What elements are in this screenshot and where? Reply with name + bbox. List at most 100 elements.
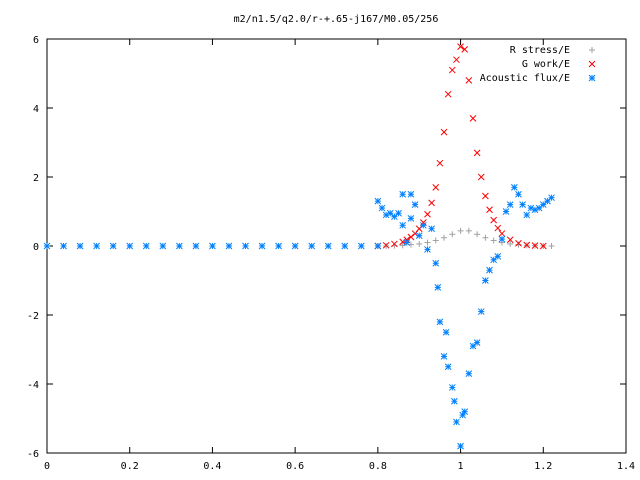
axis-ticks: 0 0.2 0.4 0.6 0.8 1 1.2 1.4 6 4 2 0 -2 -4 -6: [27, 35, 635, 472]
data-point: [449, 231, 456, 238]
data-point: [60, 242, 67, 250]
data-point: [498, 235, 506, 243]
data-point: [175, 242, 183, 250]
data-point: [399, 242, 406, 249]
legend-label: R stress/E: [510, 45, 570, 56]
data-point: [434, 284, 442, 291]
y-tick-label: 0: [33, 242, 39, 253]
x-tick-label: 0.2: [121, 461, 139, 472]
data-point: [126, 242, 134, 250]
data-point: [515, 239, 522, 247]
data-point: [415, 232, 423, 240]
data-point: [469, 114, 477, 122]
data-point: [453, 418, 460, 426]
data-point: [444, 90, 452, 98]
data-point: [490, 237, 497, 244]
x-tick-label: 0.4: [203, 461, 221, 472]
data-point: [424, 239, 431, 246]
data-point: [43, 242, 51, 250]
data-point: [448, 384, 456, 391]
data-point: [465, 77, 473, 84]
x-tick-label: 1.4: [617, 461, 635, 472]
legend-label: G work/E: [522, 59, 570, 70]
data-point: [490, 216, 498, 224]
data-point: [473, 149, 481, 157]
data-point: [440, 128, 448, 136]
data-point: [275, 242, 282, 250]
data-point: [461, 408, 469, 415]
data-point: [436, 159, 444, 167]
data-point: [93, 242, 100, 250]
data-point: [395, 209, 402, 217]
data-point: [507, 240, 514, 247]
data-point: [473, 339, 481, 346]
y-tick-label: 4: [33, 104, 39, 115]
data-point: [442, 328, 450, 336]
legend-label: Acoustic flux/E: [480, 73, 570, 84]
data-point: [436, 318, 444, 326]
legend: R stress/E G work/E Acoustic flux/E: [480, 45, 596, 84]
data-point: [519, 201, 526, 208]
data-point: [407, 190, 415, 198]
data-point: [76, 242, 84, 250]
data-point: [506, 201, 514, 208]
data-point: [539, 242, 547, 250]
data-point: [474, 231, 481, 238]
data-point: [142, 242, 150, 250]
data-point: [486, 266, 493, 274]
y-tick-label: -4: [27, 380, 39, 391]
data-point: [374, 197, 382, 205]
data-point: [515, 190, 522, 198]
data-point: [440, 353, 448, 360]
data-point: [457, 442, 464, 450]
data-point: [258, 242, 266, 250]
data-point: [209, 242, 216, 250]
data-point: [407, 215, 415, 222]
data-point: [506, 236, 514, 244]
data-point: [424, 210, 431, 218]
legend-marker: [588, 74, 596, 82]
data-point: [399, 190, 407, 198]
plot-frame: [46, 38, 627, 454]
data-point: [490, 256, 498, 264]
data-point: [291, 242, 299, 250]
data-point: [444, 363, 452, 371]
data-point: [441, 234, 448, 241]
data-point: [403, 239, 411, 246]
data-point: [498, 230, 506, 237]
x-tick-label: 1: [458, 461, 464, 472]
data-point: [515, 241, 522, 248]
data-point: [448, 66, 456, 74]
data-point: [159, 242, 167, 250]
chart-title: m2/n1.5/q2.0/r-+.65-j167/M0.05/256: [234, 14, 439, 25]
data-point: [411, 201, 419, 208]
data-point: [451, 397, 458, 405]
x-tick-label: 0.6: [286, 461, 304, 472]
data-point: [399, 221, 407, 229]
data-point: [419, 221, 427, 229]
data-point: [461, 45, 469, 53]
y-tick-label: 2: [33, 173, 39, 184]
data-point: [494, 224, 502, 232]
data-point: [428, 225, 435, 233]
data-point: [432, 259, 440, 267]
data-point: [374, 242, 382, 250]
data-point: [494, 252, 502, 260]
data-point: [502, 208, 510, 215]
x-tick-label: 0.8: [369, 461, 387, 472]
data-point: [523, 241, 531, 249]
data-point: [341, 242, 349, 250]
data-point: [465, 370, 473, 378]
data-point: [192, 242, 200, 250]
data-point: [324, 242, 332, 250]
data-point: [109, 242, 117, 250]
y-tick-label: -6: [27, 449, 39, 460]
data-point: [416, 240, 423, 247]
data-point: [548, 243, 555, 249]
data-point: [382, 241, 390, 249]
series-2: [43, 183, 555, 450]
data-point: [432, 183, 440, 191]
x-tick-label: 0: [44, 461, 50, 472]
data-point: [391, 240, 398, 248]
